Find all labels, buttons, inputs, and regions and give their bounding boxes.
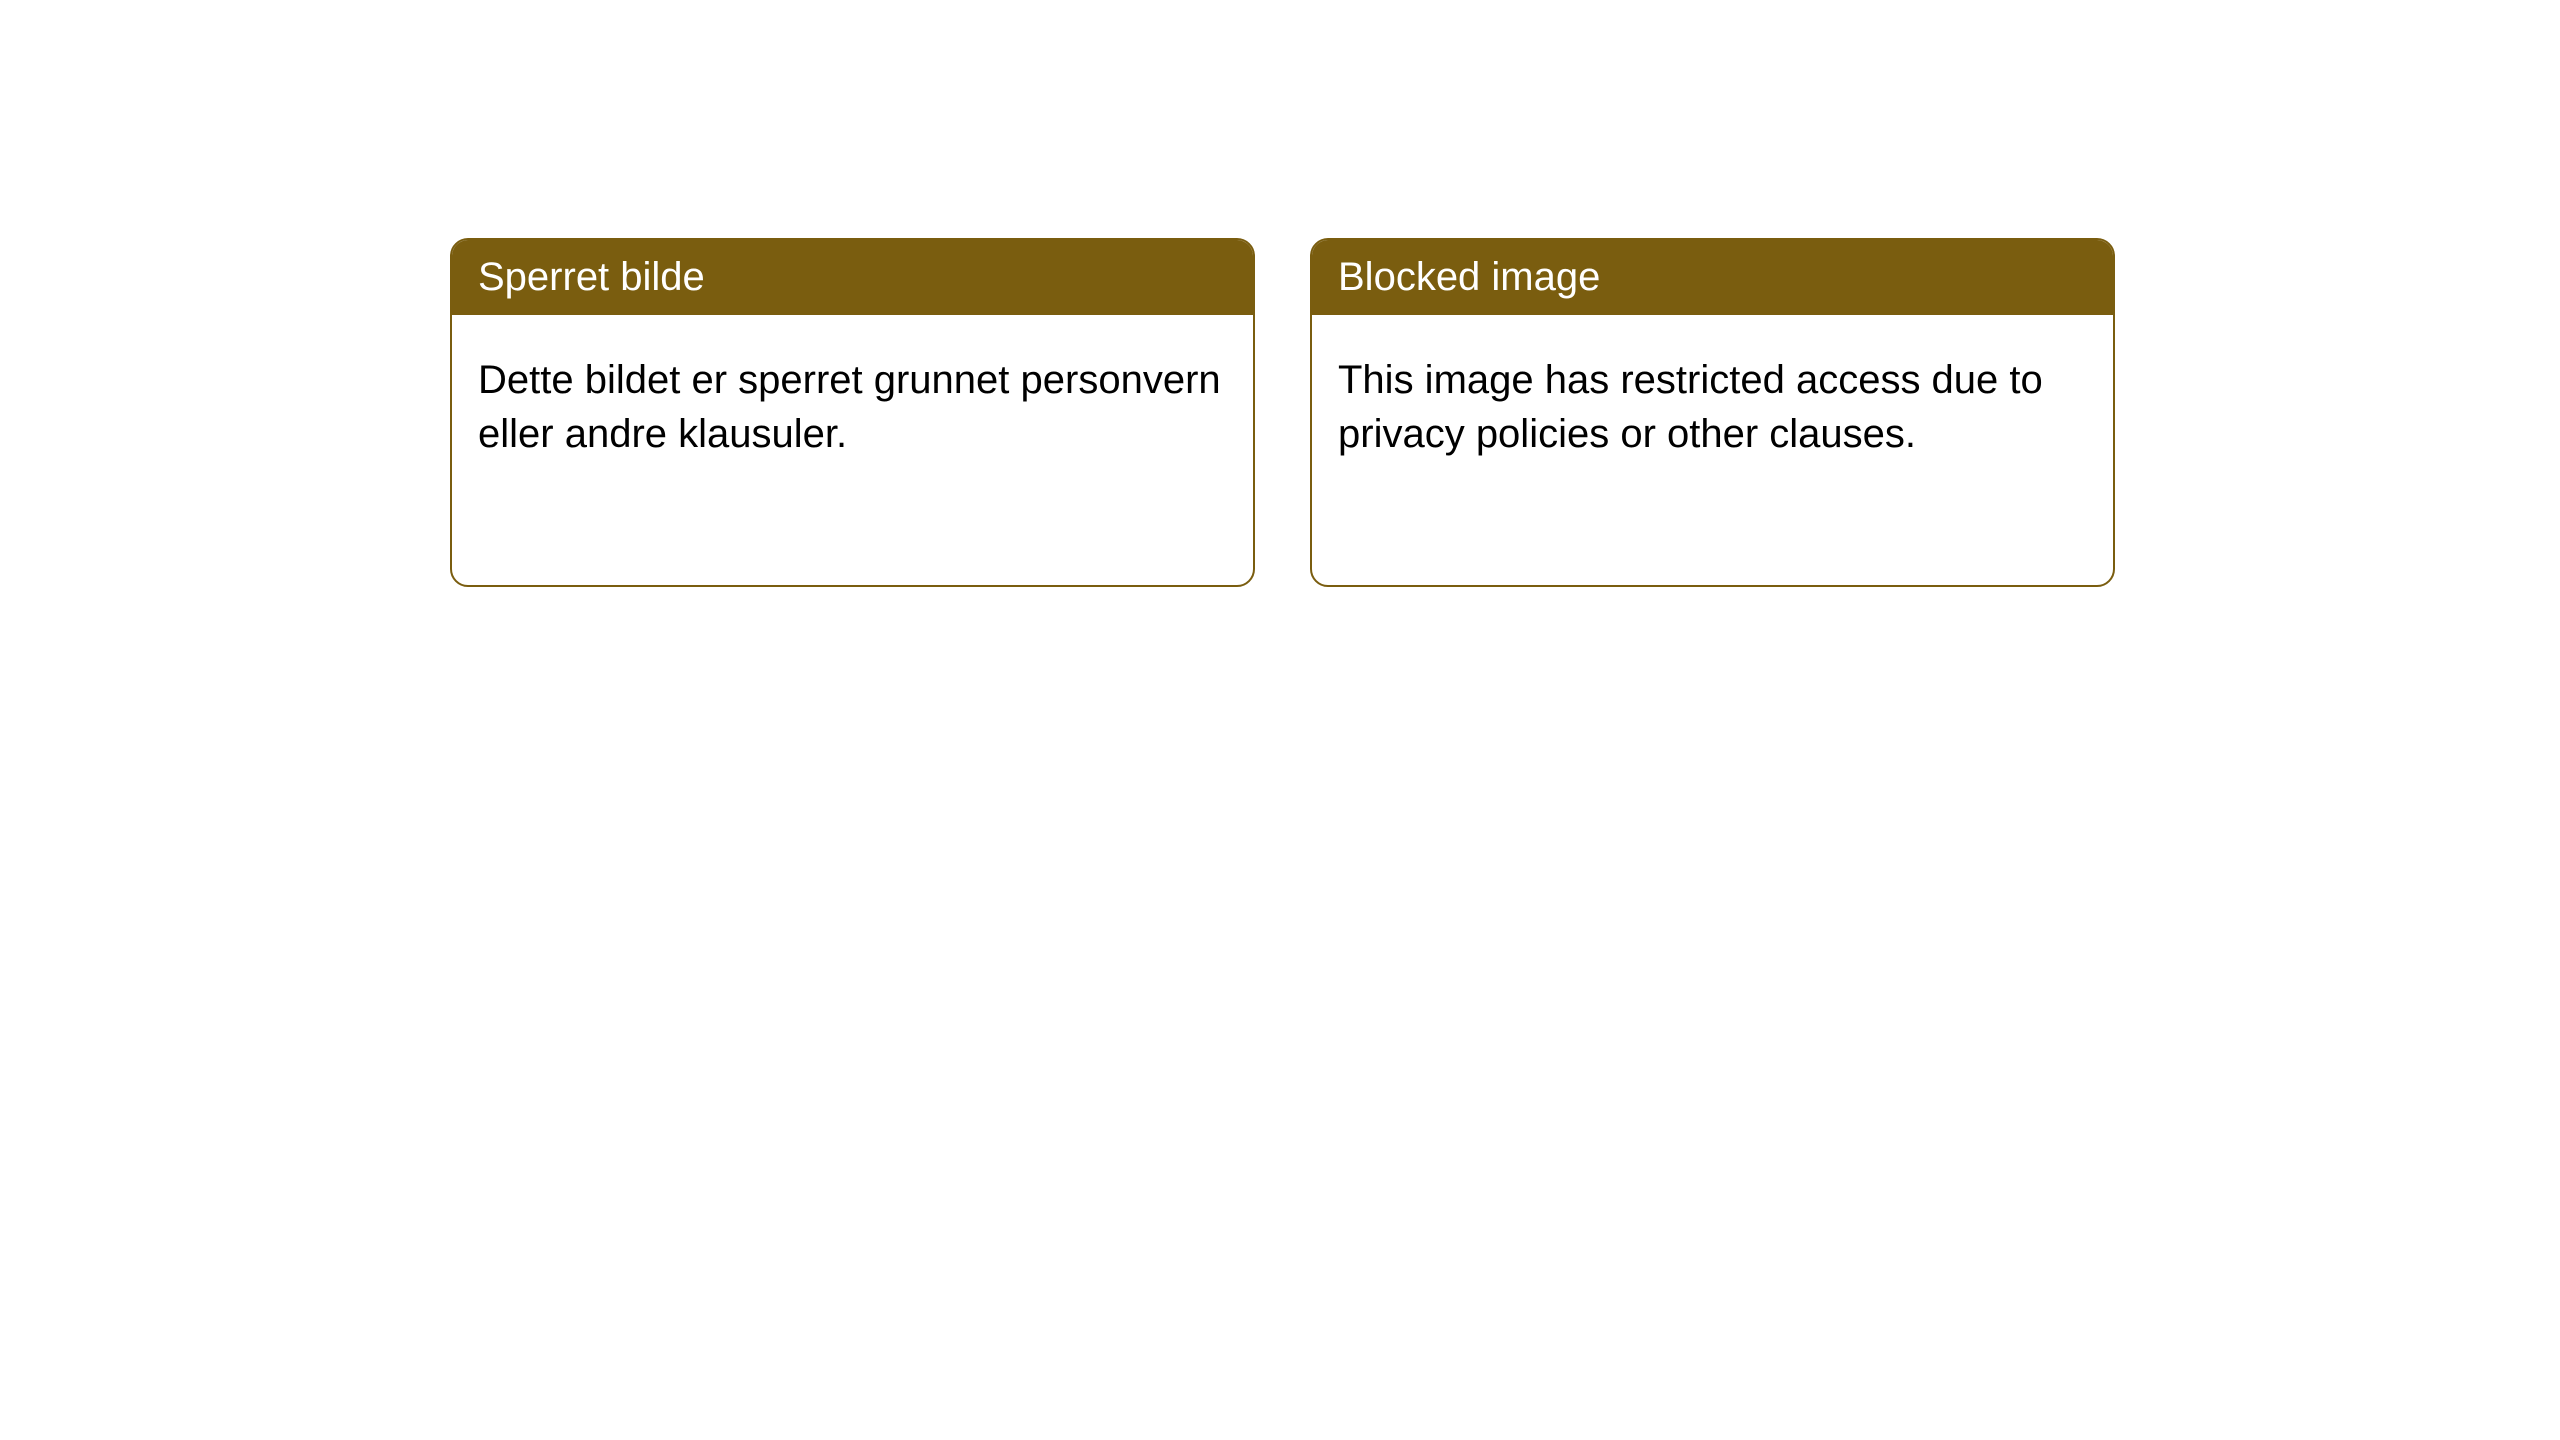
card-body-text: Dette bildet er sperret grunnet personve… [478, 358, 1221, 456]
card-body-text: This image has restricted access due to … [1338, 358, 2043, 456]
notice-card-english: Blocked image This image has restricted … [1310, 238, 2115, 587]
card-title: Blocked image [1338, 255, 1600, 299]
notice-card-norwegian: Sperret bilde Dette bildet er sperret gr… [450, 238, 1255, 587]
notice-cards-container: Sperret bilde Dette bildet er sperret gr… [0, 0, 2560, 587]
card-body: This image has restricted access due to … [1312, 315, 2113, 585]
card-header: Sperret bilde [452, 240, 1253, 315]
card-title: Sperret bilde [478, 255, 705, 299]
card-header: Blocked image [1312, 240, 2113, 315]
card-body: Dette bildet er sperret grunnet personve… [452, 315, 1253, 585]
